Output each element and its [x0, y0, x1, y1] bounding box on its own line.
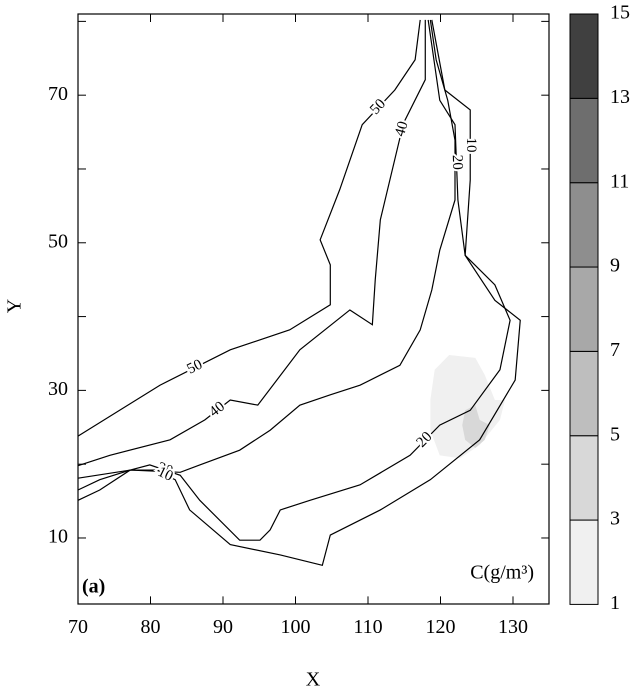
- colorbar-band: [569, 435, 599, 521]
- contour-label: 10: [463, 137, 479, 152]
- contour-line: [77, 19, 521, 567]
- x-tick-label: 90: [213, 616, 233, 638]
- colorbar-band: [569, 13, 599, 99]
- y-axis-label: Y: [4, 299, 26, 313]
- contour-line: [77, 19, 426, 467]
- contour-line: [77, 19, 511, 541]
- x-tick-label: 130: [498, 616, 528, 638]
- filled-regions: [430, 354, 506, 459]
- colorbar-tick-label: 5: [610, 423, 620, 445]
- contour-label: 40: [206, 399, 228, 421]
- contour-label: 20: [156, 460, 175, 480]
- x-tick-label: 110: [353, 616, 382, 638]
- colorbar-tick-label: 7: [610, 339, 620, 361]
- colorbar-tick-label: 11: [610, 170, 629, 192]
- panel-label: (a): [82, 576, 105, 598]
- colorbar-tick-label: 1: [610, 592, 620, 614]
- colorbar-band: [569, 182, 599, 268]
- contour-line: [77, 19, 421, 437]
- contours: [77, 19, 521, 567]
- y-tick-label: 30: [48, 378, 68, 400]
- contour-label: 20: [449, 155, 466, 171]
- plot-frame: [77, 13, 550, 605]
- colorbar-tick-label: 9: [610, 255, 620, 277]
- colorbar-tick-label: 13: [610, 86, 630, 108]
- filled-region: [462, 405, 490, 448]
- x-axis-label: X: [306, 669, 321, 691]
- y-tick-label: 50: [48, 230, 68, 252]
- colorbar-band: [569, 350, 599, 437]
- x-tick-label: 100: [281, 616, 311, 638]
- colorbar-band: [569, 266, 599, 352]
- contour-line: [77, 19, 456, 479]
- contour-label: 40: [392, 120, 412, 139]
- colorbar-label: C(g/m³): [470, 562, 534, 584]
- filled-region: [430, 354, 506, 459]
- contour-label: 50: [185, 356, 206, 377]
- colorbar-band: [569, 519, 599, 605]
- x-tick-label: 70: [68, 616, 88, 638]
- colorbar-band: [569, 97, 599, 184]
- colorbar-tick-label: 15: [610, 2, 630, 24]
- x-tick-label: 120: [426, 616, 456, 638]
- x-tick-label: 80: [141, 616, 161, 638]
- colorbar-tick-label: 3: [610, 508, 620, 530]
- y-tick-label: 70: [48, 83, 68, 105]
- y-tick-label: 10: [48, 526, 68, 548]
